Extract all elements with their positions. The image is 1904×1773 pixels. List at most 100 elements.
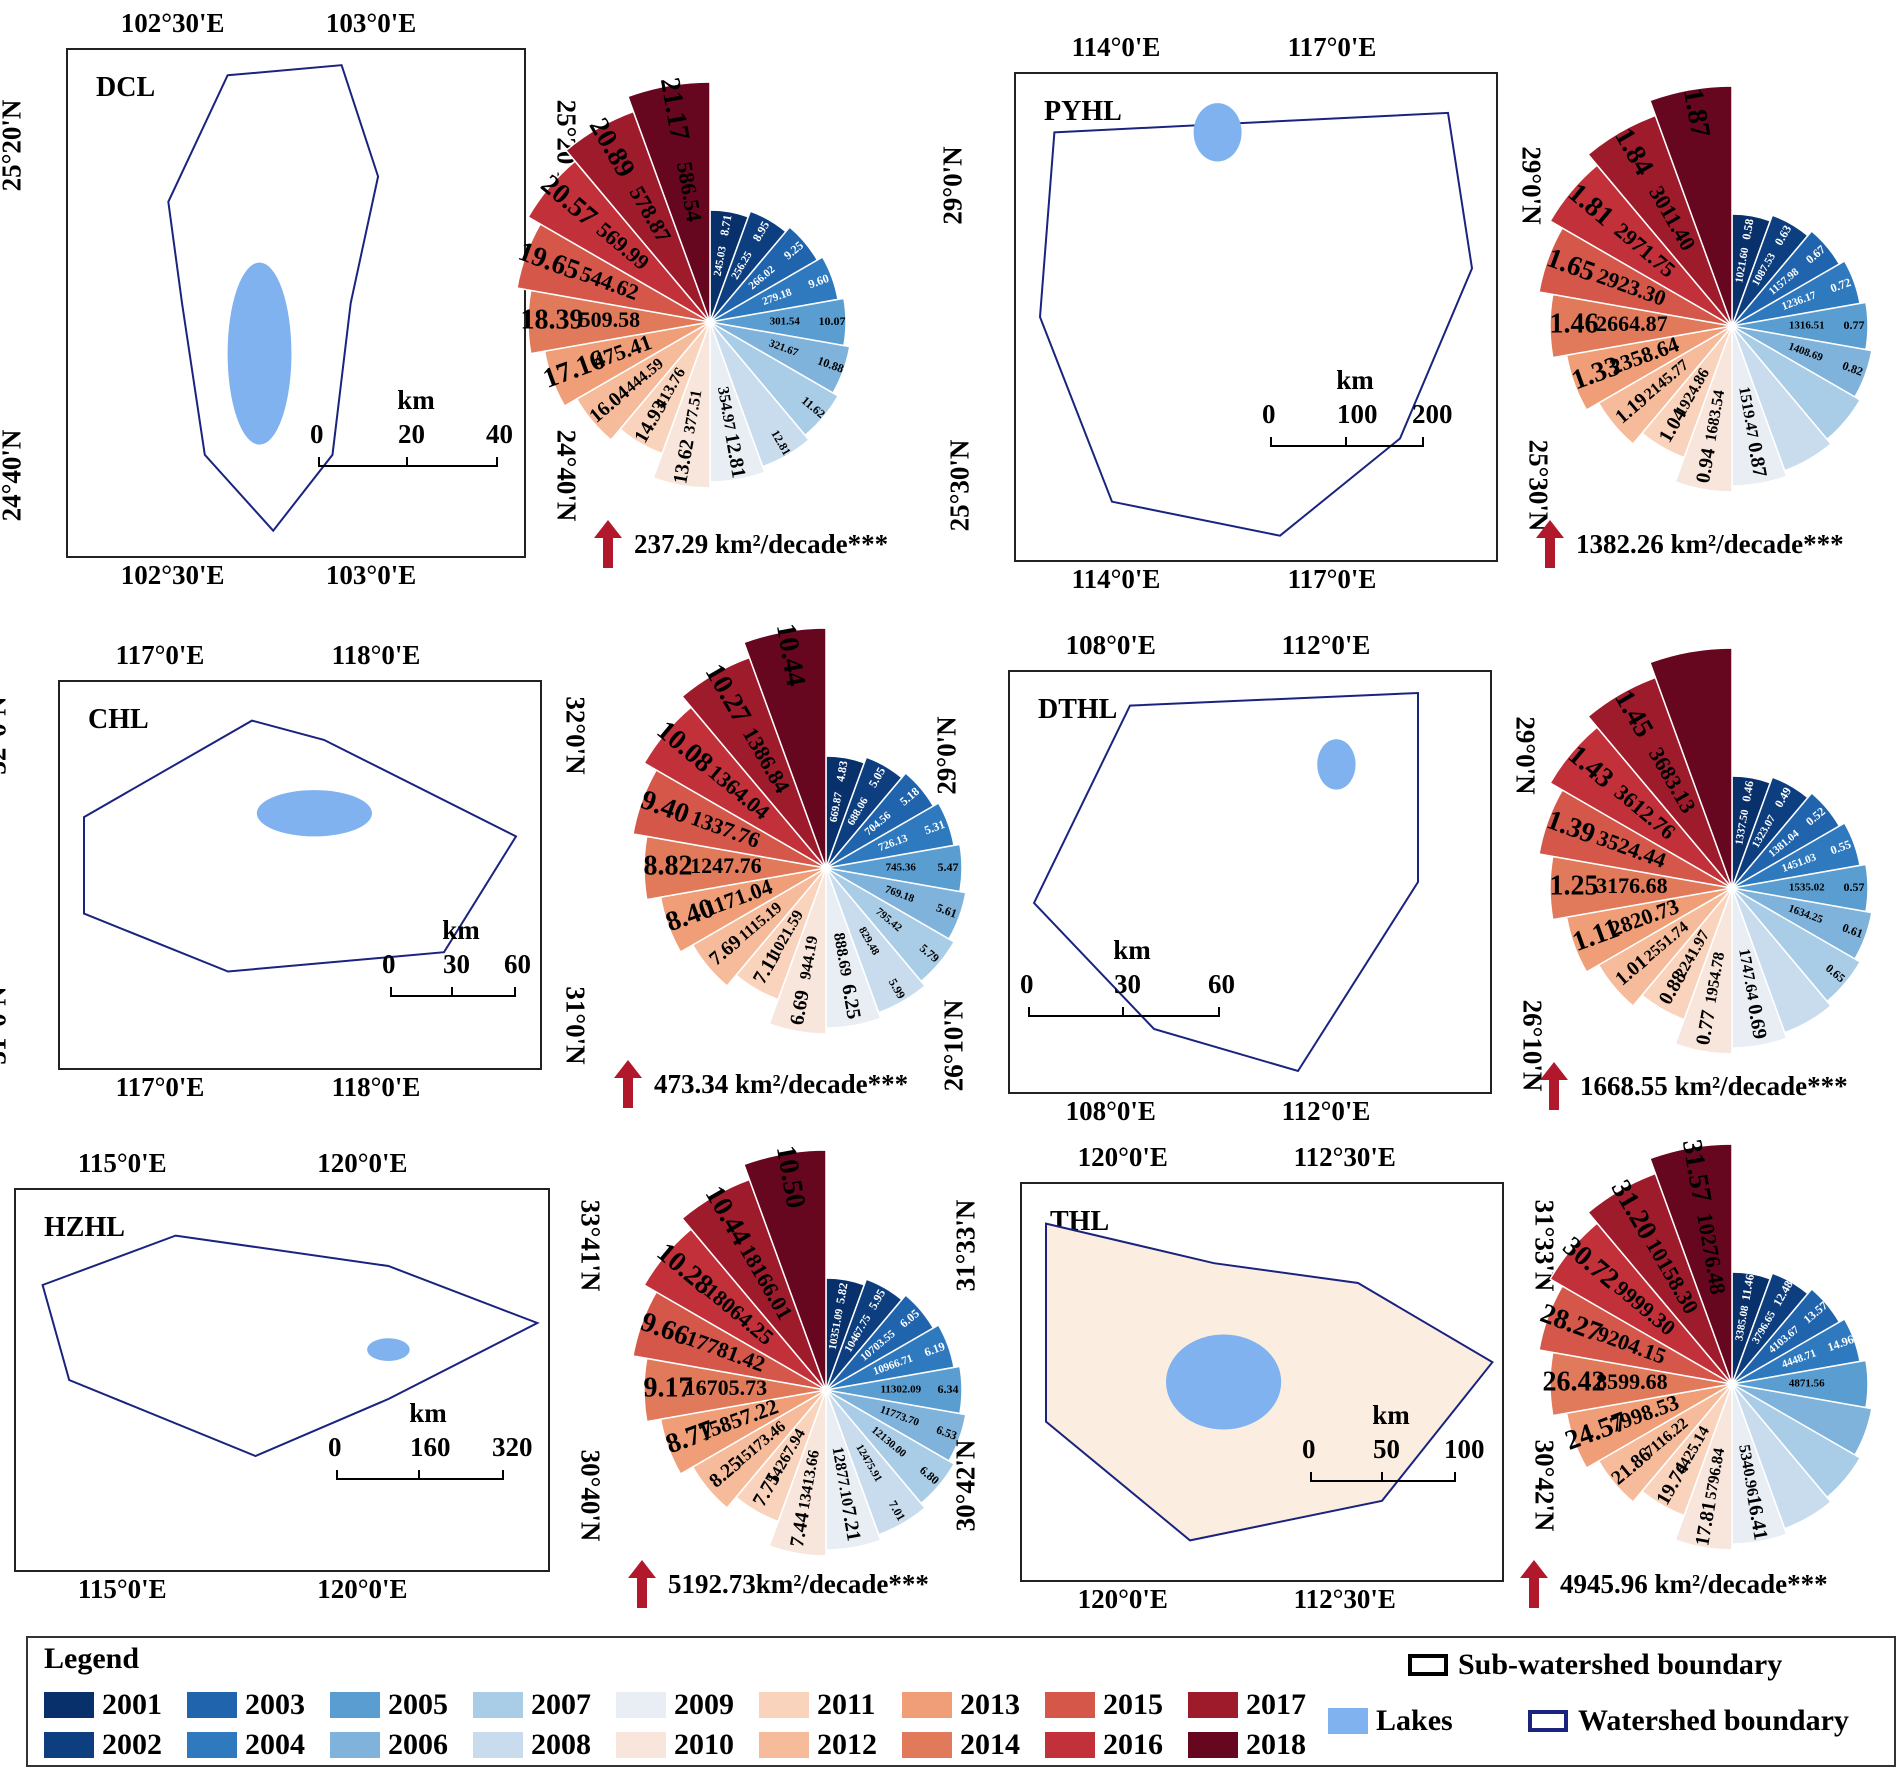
legend-swatch <box>759 1732 809 1758</box>
lat-left-label: 26°10'N <box>938 999 969 1092</box>
rose-inner-label: 11.46 <box>1739 1273 1757 1301</box>
lon-bottom-label: 120°0'E <box>1077 1584 1168 1614</box>
legend-year-2012: 2012 <box>759 1728 877 1762</box>
legend-swatch <box>473 1732 523 1758</box>
scale-mid-tick <box>451 987 453 995</box>
legend-year-2001: 2001 <box>44 1688 162 1722</box>
rose-inner-label: 0.55 <box>1828 837 1853 857</box>
rose-sector-2018 <box>1648 1143 1733 1385</box>
legend-year-label: 2004 <box>245 1728 305 1761</box>
lat-left-label: 31°33'N <box>950 1199 981 1292</box>
trend-value: 1668.55 km²/decade*** <box>1580 1070 1848 1101</box>
scale-tick: 30 <box>443 949 470 979</box>
scale-unit: km <box>1113 935 1151 965</box>
trend-label: 1668.55 km²/decade*** <box>1540 1062 1848 1110</box>
scale-unit: km <box>397 385 435 415</box>
map-frame: DTHL <box>1008 670 1492 1094</box>
legend-year-2004: 2004 <box>187 1728 305 1762</box>
scale-bar: km 0 30 60 <box>1020 935 1256 1025</box>
lake-shape <box>1317 739 1356 790</box>
lat-left-label: 29°0'N <box>937 146 968 225</box>
lon-bottom-label: 117°0'E <box>1287 564 1377 594</box>
lat-left-label: 24°40'N <box>0 429 27 522</box>
scale-tick: 100 <box>1337 399 1378 429</box>
scale-tick: 0 <box>310 419 324 449</box>
legend-swatch <box>1188 1692 1238 1718</box>
rose-outer-label: 1.25 <box>1550 870 1599 901</box>
lon-bottom-label: 114°0'E <box>1071 564 1161 594</box>
lon-bottom-label: 118°0'E <box>331 1072 421 1102</box>
scale-bar: km 0 50 100 <box>1302 1400 1492 1490</box>
trend-up-arrow-icon <box>628 1560 656 1608</box>
lat-left-label: 25°20'N <box>0 99 27 192</box>
scale-tick: 0 <box>328 1432 342 1462</box>
legend-swatch <box>1045 1692 1095 1718</box>
lon-bottom-label: 102°30'E <box>120 560 225 590</box>
lon-top-label: 112°0'E <box>1281 630 1371 660</box>
scale-bar: km 0 100 200 <box>1262 365 1460 455</box>
scale-tick: 60 <box>1208 969 1235 999</box>
lon-top-label: 117°0'E <box>1287 32 1377 62</box>
rose-sector-2018 <box>742 1149 827 1391</box>
map-frame: CHL <box>58 680 542 1070</box>
legend-swatch <box>1188 1732 1238 1758</box>
watershed-boundary <box>41 1234 540 1458</box>
lat-left-label: 25°30'N <box>944 439 975 532</box>
rose-inner-label: 0.58 <box>1739 218 1756 241</box>
trend-value: 5192.73km²/decade*** <box>668 1568 929 1599</box>
scale-mid-tick <box>406 457 408 465</box>
legend-year-label: 2003 <box>245 1688 305 1721</box>
rose-inner-label: 5.47 <box>938 860 959 874</box>
lake-shape <box>1193 103 1242 162</box>
map-frame: THL <box>1020 1182 1504 1582</box>
scale-mid-tick <box>1122 1007 1124 1015</box>
watershed-swatch <box>1528 1710 1568 1732</box>
legend-year-label: 2007 <box>531 1688 591 1721</box>
lon-bottom-label: 112°0'E <box>1281 1096 1371 1126</box>
scale-tick: 0 <box>1302 1434 1316 1464</box>
legend: Legend Sub-watershed boundary Lakes Wate… <box>26 1636 1896 1767</box>
map-title: PYHL <box>1044 96 1122 127</box>
rose-inner-value: 245.03 <box>712 245 729 277</box>
watershed-boundary <box>1038 111 1474 537</box>
rose-sector-2010 <box>1674 325 1733 493</box>
rose-outer-label: 9.17 <box>644 1372 693 1403</box>
legend-year-label: 2017 <box>1246 1688 1306 1721</box>
rose-inner-value: 301.54 <box>770 316 801 328</box>
legend-year-label: 2006 <box>388 1728 448 1761</box>
legend-year-label: 2002 <box>102 1728 162 1761</box>
rose-inner-label: 5.61 <box>934 900 959 920</box>
legend-year-2010: 2010 <box>616 1728 734 1762</box>
legend-swatch <box>759 1692 809 1718</box>
rose-sector-2010 <box>768 867 827 1035</box>
lon-bottom-label: 117°0'E <box>115 1072 205 1102</box>
watershed-map <box>1032 691 1419 1073</box>
lon-top-label: 115°0'E <box>77 1148 167 1178</box>
legend-year-label: 2005 <box>388 1688 448 1721</box>
rose-inner-label: 8.71 <box>717 214 734 237</box>
map-frame: PYHL <box>1014 72 1498 562</box>
trend-label: 1382.26 km²/decade*** <box>1536 520 1844 568</box>
lat-left-label: 30°42'N <box>950 1439 981 1532</box>
legend-swatch <box>616 1732 666 1758</box>
legend-year-label: 2015 <box>1103 1688 1163 1721</box>
watershed-map <box>167 64 380 533</box>
legend-swatch <box>616 1692 666 1718</box>
trend-up-arrow-icon <box>614 1060 642 1108</box>
rose-inner-label: 0.72 <box>1828 275 1853 295</box>
trend-value: 473.34 km²/decade*** <box>654 1068 909 1099</box>
lat-left-label: 31°0'N <box>0 986 12 1065</box>
rose-chart: 1.19 1.040.94 0.871.331.461.651.811.841.87… <box>1538 85 1873 493</box>
legend-year-2014: 2014 <box>902 1728 1020 1762</box>
rose-inner-label: 0.82 <box>1840 358 1865 378</box>
rose-outer-label: 1.46 <box>1550 308 1599 339</box>
lon-top-label: 108°0'E <box>1065 630 1156 660</box>
trend-value: 1382.26 km²/decade*** <box>1576 528 1844 559</box>
rose-sector-2010 <box>768 1389 827 1557</box>
rose-outer-label: 18.39 <box>521 304 584 335</box>
map-frame: HZHL <box>14 1188 550 1572</box>
legend-swatch <box>330 1692 380 1718</box>
scale-unit: km <box>1372 1400 1410 1430</box>
lon-top-label: 102°30'E <box>120 8 225 38</box>
rose-inner-label: 5.31 <box>922 817 947 837</box>
